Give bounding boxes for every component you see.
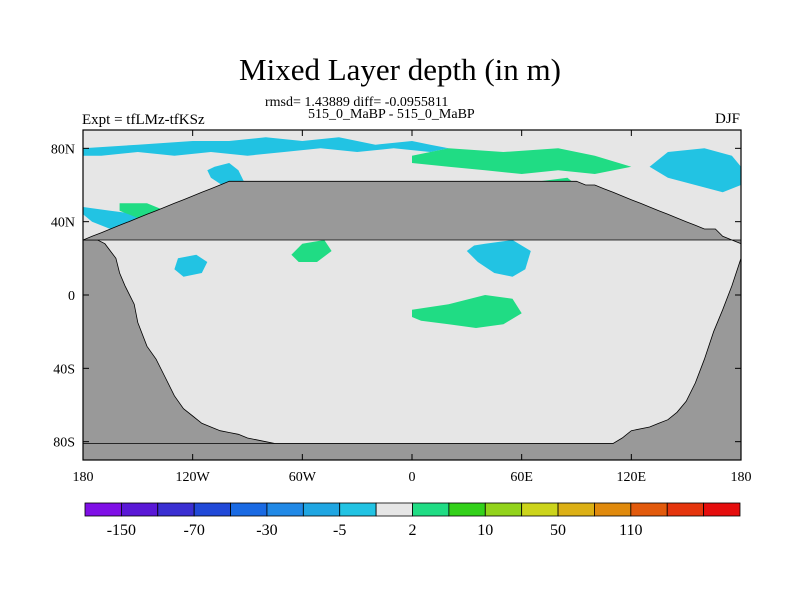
colorbar-box (339, 502, 377, 517)
colorbar-box (521, 502, 559, 517)
colorbar-box (230, 502, 268, 517)
land-region-2 (83, 180, 741, 245)
contour-region-9 (291, 240, 332, 262)
colorbar-box (557, 502, 595, 517)
stats-label: rmsd= 1.43889 diff= -0.0955811 (265, 95, 449, 110)
y-tick-label: 0 (68, 289, 75, 304)
colorbar: -150 -70 -30 -5 2 10 50 110 (84, 502, 741, 539)
colorbar-box (375, 502, 413, 517)
colorbar-label: 10 (477, 522, 493, 539)
y-tick-label: 80N (51, 142, 75, 157)
y-tick-label: 40S (53, 362, 75, 377)
season-label: DJF (714, 111, 740, 127)
colorbar-label: -30 (256, 522, 277, 539)
colorbar-box (193, 502, 231, 517)
comparison-label: 515_0_MaBP - 515_0_MaBP (308, 107, 475, 122)
y-tick-label: 40N (51, 216, 75, 231)
land-region-1 (83, 258, 741, 460)
x-tick-label: 180 (73, 470, 94, 485)
colorbar-label: -150 (107, 522, 136, 539)
colorbar-box (630, 502, 668, 517)
colorbar-box (302, 502, 341, 517)
colorbar-label: 2 (409, 522, 417, 539)
colorbar-label: -70 (184, 522, 205, 539)
colorbar-box (266, 502, 304, 517)
colorbar-label: -5 (333, 522, 346, 539)
x-tick-label: 120W (176, 470, 211, 485)
map-plot-area (83, 130, 741, 460)
colorbar-box (484, 502, 523, 517)
colorbar-box (157, 502, 195, 517)
colorbar-box (448, 502, 486, 517)
map-axes: 180 120W 60W 0 60E 120E 180 80N 40N 0 40S 80S (51, 130, 752, 485)
contour-region-7 (412, 148, 632, 174)
experiment-label: Expt = tfLMz-tfKSz (82, 112, 205, 128)
colorbar-label: 50 (550, 522, 566, 539)
contour-region-5 (466, 240, 531, 277)
colorbar-box (594, 502, 632, 517)
chart-title: Mixed Layer depth (in m) (239, 52, 561, 87)
x-tick-label: 0 (409, 470, 416, 485)
colorbar-box (412, 502, 450, 517)
colorbar-box (120, 502, 159, 517)
x-tick-label: 120E (617, 470, 647, 485)
contour-region-12 (412, 295, 522, 328)
contour-region-4 (174, 254, 208, 277)
colorbar-box (703, 502, 741, 517)
x-tick-label: 180 (731, 470, 752, 485)
contour-region-0 (83, 137, 449, 156)
contour-region-6 (649, 148, 741, 193)
colorbar-label: 110 (619, 522, 642, 539)
y-tick-label: 80S (53, 436, 75, 451)
colorbar-box (666, 502, 705, 517)
x-tick-label: 60W (289, 470, 317, 485)
x-tick-label: 60E (510, 470, 533, 485)
colorbar-box (84, 502, 122, 517)
